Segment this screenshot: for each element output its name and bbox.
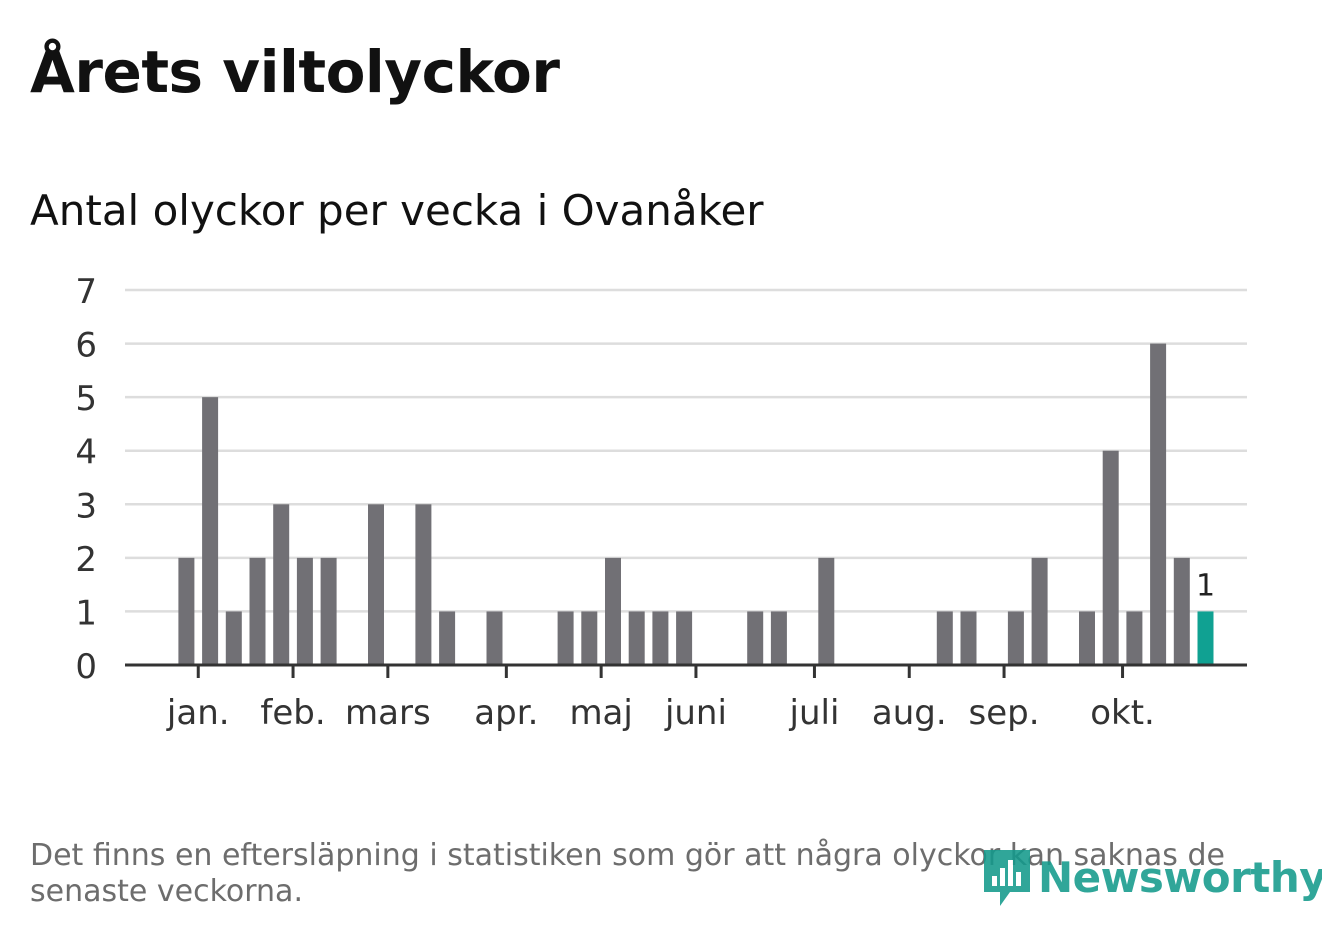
brand-logo[interactable]: Newsworthy xyxy=(982,846,1322,908)
newsworthy-logo-icon xyxy=(984,850,1030,906)
bar xyxy=(249,557,266,665)
gridlines xyxy=(125,288,1247,613)
month-label: sep. xyxy=(969,693,1040,733)
bar xyxy=(1173,557,1190,665)
y-tick-label: 4 xyxy=(75,433,97,473)
bar xyxy=(439,611,456,665)
bar xyxy=(1007,611,1024,665)
bar xyxy=(557,611,574,665)
data-label-latest: 1 xyxy=(1196,568,1215,603)
chart-title: Årets viltolyckor xyxy=(30,38,560,106)
bar xyxy=(770,611,787,665)
month-label: juli xyxy=(789,693,840,733)
y-tick-label: 7 xyxy=(75,272,97,312)
bar xyxy=(486,611,503,665)
bar xyxy=(581,611,598,665)
bar xyxy=(273,504,290,665)
y-axis-ticks: 0 1 2 3 4 5 6 7 xyxy=(75,272,97,687)
bar xyxy=(1150,343,1167,665)
bar xyxy=(628,611,645,665)
month-label: okt. xyxy=(1090,693,1155,733)
y-tick-label: 1 xyxy=(75,593,97,633)
bar xyxy=(225,611,242,665)
bar xyxy=(1031,557,1048,665)
bar-chart: 0 1 2 3 4 5 6 7 jan. feb. mars apr. maj juni juli aug.… xyxy=(75,272,1247,733)
bar xyxy=(320,557,337,665)
bar xyxy=(747,611,764,665)
bar xyxy=(415,504,432,665)
month-label: mars xyxy=(345,693,431,733)
bar xyxy=(652,611,669,665)
chart-subtitle: Antal olyckor per vecka i Ovanåker xyxy=(30,186,764,235)
bar xyxy=(818,557,835,665)
bar xyxy=(936,611,953,665)
y-tick-label: 3 xyxy=(75,486,97,526)
y-tick-label: 0 xyxy=(75,647,97,687)
bar xyxy=(202,397,219,665)
bar xyxy=(1079,611,1095,665)
brand-name: Newsworthy xyxy=(1038,852,1322,902)
data-labels: 1 xyxy=(1196,568,1215,603)
bar-highlight xyxy=(1197,611,1214,665)
y-tick-label: 6 xyxy=(75,326,97,366)
bar xyxy=(178,557,195,665)
bar xyxy=(1102,450,1119,665)
month-label: jan. xyxy=(166,693,230,733)
bars xyxy=(178,343,1214,665)
bar xyxy=(605,557,621,665)
month-label: juni xyxy=(664,693,727,733)
month-label: maj xyxy=(569,693,632,733)
y-tick-label: 5 xyxy=(75,379,97,419)
y-tick-label: 2 xyxy=(75,540,97,580)
bar xyxy=(1126,611,1143,665)
month-label: apr. xyxy=(474,693,538,733)
x-axis-month-labels: jan. feb. mars apr. maj juni juli aug. sep. okt. xyxy=(166,665,1155,733)
bar xyxy=(960,611,977,665)
bar xyxy=(676,611,693,665)
month-label: aug. xyxy=(872,693,947,733)
bar xyxy=(368,504,384,665)
bar xyxy=(296,557,313,665)
month-label: feb. xyxy=(260,693,325,733)
